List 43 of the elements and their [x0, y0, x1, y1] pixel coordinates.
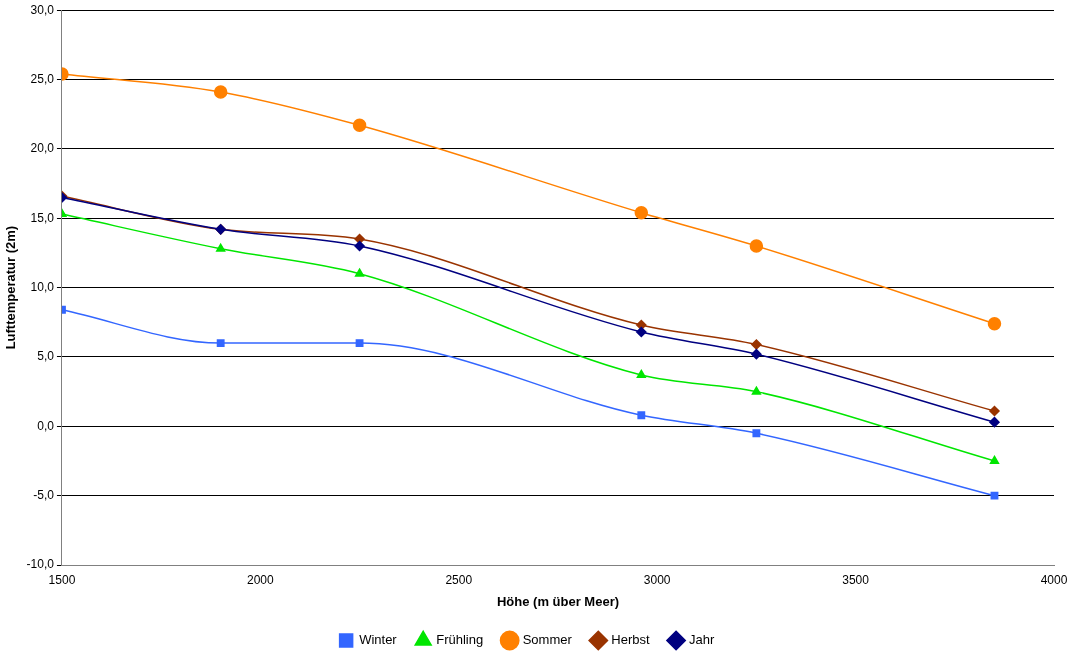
- x-tick-label: 2000: [247, 572, 275, 587]
- y-axis-title: Lufttemperatur (2m): [3, 225, 19, 350]
- x-tick-label: 3000: [643, 572, 671, 587]
- y-tick-label: 0,0: [37, 418, 55, 433]
- point: [216, 339, 225, 348]
- point: [751, 386, 762, 395]
- point: [990, 491, 999, 500]
- point: [213, 85, 228, 99]
- x-tick-label: 1500: [48, 572, 76, 587]
- y-tick-label: 5,0: [37, 349, 55, 364]
- y-tick-label: -5,0: [33, 487, 55, 502]
- x-tick-label: 2500: [445, 572, 473, 587]
- point: [989, 455, 1000, 464]
- point: [637, 411, 646, 420]
- point: [636, 369, 646, 378]
- x-tick-label: 3500: [842, 572, 870, 587]
- point: [987, 316, 1002, 331]
- y-tick-label: 20,0: [30, 141, 55, 156]
- point: [352, 118, 367, 133]
- point: [989, 405, 1000, 417]
- y-tick-label: 15,0: [30, 210, 55, 225]
- point: [634, 205, 649, 220]
- point: [354, 240, 365, 252]
- x-axis-title: Höhe (m über Meer): [496, 593, 620, 609]
- y-tick-label: -10,0: [26, 557, 55, 572]
- y-tick-label: 30,0: [30, 2, 55, 17]
- point: [751, 339, 762, 350]
- legend-label: Herbst: [611, 632, 650, 648]
- x-tick-label: 4000: [1040, 572, 1068, 587]
- legend-label: Winter: [359, 632, 398, 648]
- legend-label: Jahr: [689, 632, 716, 648]
- point: [636, 326, 647, 338]
- point: [752, 429, 761, 438]
- legend-label: Sommer: [522, 632, 573, 648]
- y-tick-label: 25,0: [30, 71, 55, 86]
- y-tick-label: 10,0: [30, 279, 55, 294]
- point: [989, 416, 1000, 428]
- point: [355, 339, 364, 348]
- point: [749, 239, 764, 253]
- point: [216, 243, 226, 252]
- point: [751, 348, 762, 360]
- point: [354, 268, 365, 277]
- legend-label: Frühling: [436, 632, 484, 648]
